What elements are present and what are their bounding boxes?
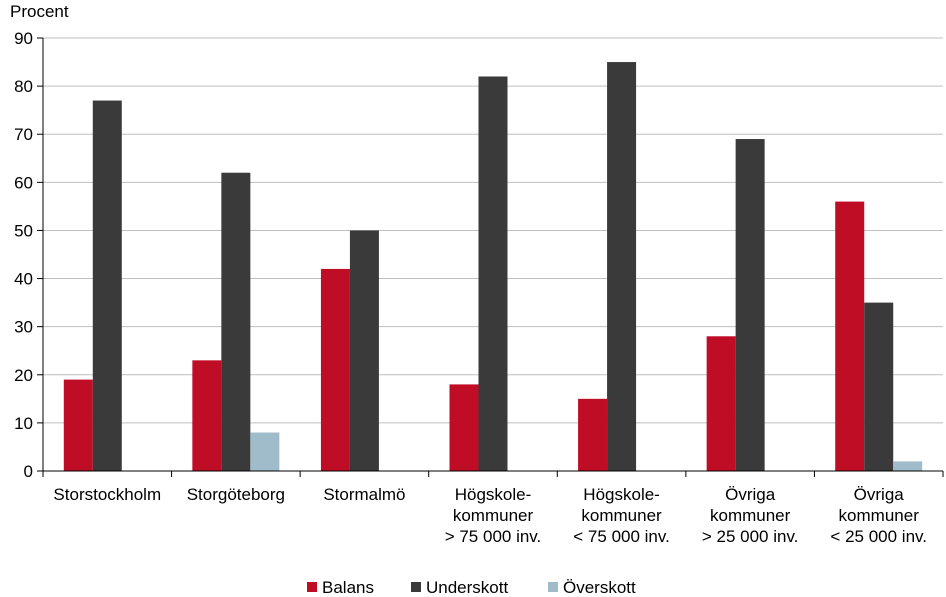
legend-label-överskott: Överskott (563, 578, 636, 597)
legend-swatch-balans (307, 582, 317, 592)
x-tick-label: Övriga kommuner > 25 000 inv. (702, 485, 799, 546)
x-tick-label: Högskole-kommuner > 75 000 inv. (445, 485, 542, 546)
legend: Balans Underskott Överskott (307, 578, 636, 597)
legend-swatch-underskott (411, 582, 421, 592)
y-axis-label: Procent (10, 2, 69, 21)
bar-underskott (92, 100, 122, 472)
bar-balans (63, 379, 93, 471)
bar-balans (192, 360, 222, 471)
bar-underskott (864, 302, 894, 471)
bar-överskott (250, 432, 280, 471)
bar-överskott (893, 461, 923, 471)
bars (63, 62, 923, 472)
x-tick-label: Högskole-kommuner < 75 000 inv. (573, 485, 670, 546)
legend-label-balans: Balans (322, 578, 374, 597)
bar-underskott (349, 230, 379, 471)
bar-balans (449, 384, 479, 471)
x-tick-label: Storstockholm (53, 485, 161, 504)
y-tick-label: 80 (14, 77, 33, 96)
x-tick-label: Storgöteborg (187, 485, 285, 504)
bar-underskott (607, 62, 637, 472)
legend-label-underskott: Underskott (426, 578, 508, 597)
bar-balans (578, 398, 608, 471)
bar-balans (835, 201, 865, 472)
y-tick-label: 40 (14, 270, 33, 289)
bar-underskott (478, 76, 508, 471)
bar-balans (706, 336, 736, 471)
x-axis-labels: Storstockholm Storgöteborg Stormalmö Högsko… (53, 485, 927, 546)
y-tick-label: 90 (14, 29, 33, 48)
y-tick-label: 50 (14, 221, 33, 240)
y-tick-label: 10 (14, 414, 33, 433)
y-tick-label: 60 (14, 173, 33, 192)
x-axis (42, 38, 944, 477)
bar-balans (320, 268, 350, 471)
legend-swatch-överskott (548, 582, 558, 592)
x-tick-label: Övriga kommuner < 25 000 inv. (830, 485, 927, 546)
y-tick-label: 0 (24, 462, 33, 481)
y-axis-ticks: 0 10 20 30 40 50 60 70 80 90 (14, 29, 43, 481)
bar-underskott (221, 172, 251, 471)
x-tick-label: Stormalmö (323, 485, 405, 504)
y-tick-label: 30 (14, 318, 33, 337)
bar-underskott (735, 139, 765, 472)
y-tick-label: 20 (14, 366, 33, 385)
y-tick-label: 70 (14, 125, 33, 144)
